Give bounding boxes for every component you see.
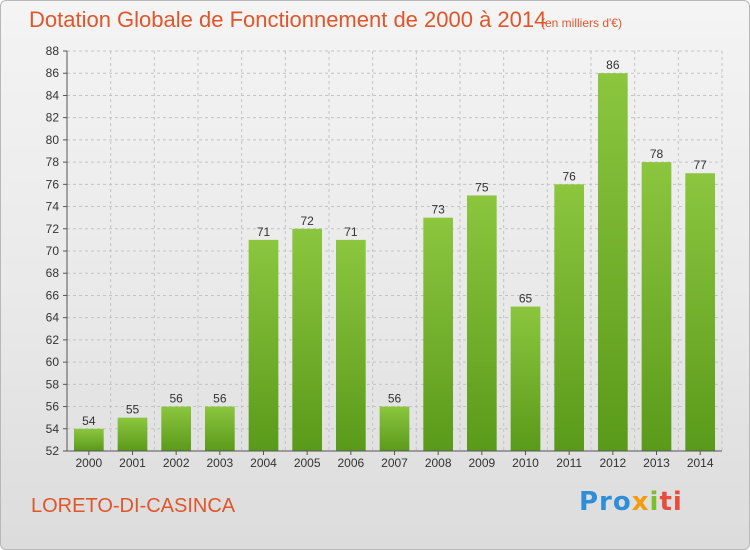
- data-label: 78: [650, 147, 664, 161]
- x-tick-label: 2012: [599, 456, 626, 470]
- bar: [510, 306, 541, 451]
- bars-layer: 54 55 56 56 71 72 71 56 73 75 65 76 86 78 77: [73, 58, 716, 452]
- y-tick-label: 78: [46, 155, 60, 169]
- bar: [554, 184, 585, 452]
- x-tick-label: 2003: [206, 456, 233, 470]
- y-tick-label: 58: [46, 377, 60, 391]
- y-tick-label: 70: [46, 244, 60, 258]
- bar: [597, 73, 628, 451]
- bar: [335, 239, 366, 451]
- logo-part-4: ti: [659, 487, 683, 517]
- y-tick-label: 68: [46, 266, 60, 280]
- logo-part-3: i: [649, 487, 660, 517]
- y-tick-label: 88: [46, 44, 60, 58]
- data-label: 54: [82, 414, 96, 428]
- y-tick-label: 76: [46, 177, 60, 191]
- y-tick-label: 72: [46, 222, 60, 236]
- bar: [466, 195, 497, 451]
- y-tick-label: 84: [46, 88, 60, 102]
- y-tick-label: 66: [46, 288, 60, 302]
- y-tick-label: 62: [46, 333, 60, 347]
- x-tick-label: 2000: [75, 456, 102, 470]
- data-label: 77: [693, 158, 707, 172]
- x-tick-label: 2005: [294, 456, 321, 470]
- bar: [685, 173, 716, 451]
- x-tick-label: 2010: [512, 456, 539, 470]
- y-tick-label: 74: [46, 200, 60, 214]
- proxiti-logo: Proxiti: [579, 487, 683, 517]
- y-tick-label: 80: [46, 133, 60, 147]
- y-tick-label: 64: [46, 311, 60, 325]
- logo-part-2: x: [631, 487, 650, 517]
- x-tick-label: 2002: [163, 456, 190, 470]
- x-tick-label: 2001: [119, 456, 146, 470]
- data-label: 65: [519, 292, 533, 306]
- bar: [161, 406, 192, 451]
- y-tick-label: 52: [46, 444, 60, 458]
- x-tick-label: 2007: [381, 456, 408, 470]
- bar: [641, 162, 672, 451]
- bar: [117, 417, 148, 451]
- axis-layer: 52 54 56 58 60 62 64 66 68 70 72 74 76 78 80 82 84 86 88 20…: [46, 44, 722, 470]
- bar: [379, 406, 410, 451]
- x-tick-label: 2009: [468, 456, 495, 470]
- y-tick-label: 82: [46, 111, 60, 125]
- data-label: 71: [257, 225, 271, 239]
- chart-subtitle: (en milliers d'€): [541, 16, 622, 30]
- data-label: 56: [213, 392, 227, 406]
- bar: [292, 228, 323, 451]
- chart-title: Dotation Globale de Fonctionnement de 20…: [29, 7, 547, 32]
- data-label: 76: [562, 169, 576, 183]
- data-label: 86: [606, 58, 620, 72]
- x-tick-label: 2004: [250, 456, 277, 470]
- bar: [248, 239, 279, 451]
- data-label: 73: [431, 203, 445, 217]
- bar: [423, 217, 454, 451]
- y-tick-label: 86: [46, 66, 60, 80]
- data-label: 71: [344, 225, 358, 239]
- y-tick-label: 60: [46, 355, 60, 369]
- commune-name: LORETO-DI-CASINCA: [31, 495, 236, 517]
- y-tick-label: 54: [46, 422, 60, 436]
- data-label: 75: [475, 180, 489, 194]
- logo-part-1: Pro: [579, 487, 632, 517]
- x-tick-label: 2011: [556, 456, 582, 470]
- x-tick-label: 2008: [425, 456, 452, 470]
- data-label: 72: [300, 214, 314, 228]
- x-tick-label: 2014: [687, 456, 714, 470]
- x-tick-label: 2013: [643, 456, 670, 470]
- data-label: 55: [126, 403, 140, 417]
- y-tick-label: 56: [46, 400, 60, 414]
- data-label: 56: [388, 392, 402, 406]
- data-label: 56: [169, 392, 183, 406]
- bar: [73, 428, 104, 451]
- x-tick-label: 2006: [337, 456, 364, 470]
- bar: [204, 406, 235, 451]
